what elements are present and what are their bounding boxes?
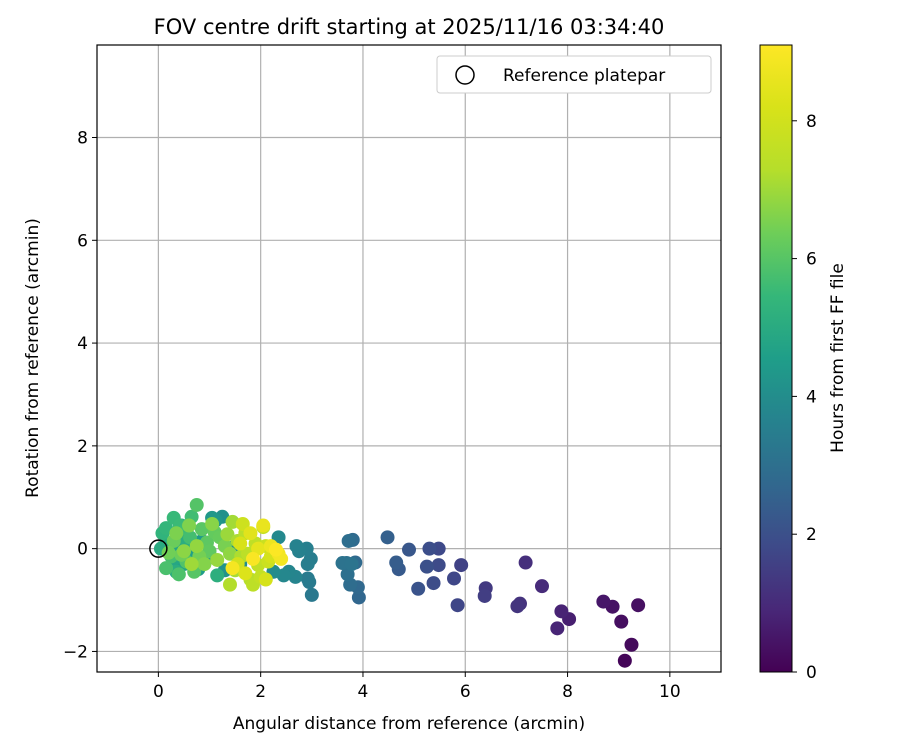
data-point: [554, 604, 569, 619]
data-point: [534, 579, 549, 594]
reference-platepar-marker: [149, 539, 168, 558]
data-point: [269, 542, 284, 557]
data-point: [222, 546, 237, 561]
x-tick-label: 4: [358, 682, 369, 702]
data-point: [289, 539, 304, 554]
data-point: [235, 516, 250, 531]
data-point: [631, 598, 646, 613]
colorbar-tick-label: 4: [806, 387, 817, 407]
y-tick-label: 0: [77, 540, 88, 560]
colorbar-tick-label: 0: [806, 663, 817, 683]
data-point: [161, 545, 176, 560]
data-point: [184, 557, 199, 572]
data-point: [304, 587, 319, 602]
legend: Reference platepar: [436, 55, 712, 94]
data-point: [159, 561, 174, 576]
colorbar-tick-label: 8: [806, 112, 817, 132]
data-point: [169, 526, 184, 541]
data-point: [256, 518, 271, 533]
x-tick-label: 2: [255, 682, 266, 702]
data-point: [550, 621, 565, 636]
colorbar: 0 2 4 6 8 Hours from first FF file: [759, 44, 848, 683]
x-tick-label: 10: [659, 682, 681, 702]
colorbar-ticks: 0 2 4 6 8: [792, 112, 817, 683]
data-point: [614, 614, 629, 629]
data-point: [341, 533, 356, 548]
x-axis-label: Angular distance from reference (arcmin): [233, 714, 585, 734]
data-point: [210, 568, 225, 583]
data-point: [205, 516, 220, 531]
data-point: [225, 561, 240, 576]
y-tick-label: 8: [77, 129, 88, 149]
colorbar-tick-label: 6: [806, 250, 817, 270]
x-tick-label: 6: [460, 682, 471, 702]
data-point: [189, 497, 204, 512]
data-point: [222, 577, 237, 592]
colorbar-label: Hours from first FF file: [828, 263, 848, 453]
data-point: [233, 536, 248, 551]
legend-entry: Reference platepar: [503, 66, 665, 86]
data-point: [246, 551, 260, 566]
data-point: [258, 572, 273, 587]
data-point: [182, 518, 197, 533]
data-point: [510, 599, 525, 614]
data-point: [596, 594, 611, 609]
data-point: [351, 590, 366, 605]
data-point: [344, 557, 359, 572]
data-point: [238, 566, 253, 581]
data-point: [454, 558, 469, 573]
data-point: [411, 581, 426, 596]
y-tick-label: 4: [77, 334, 88, 354]
data-point: [380, 530, 395, 545]
chart-title: FOV centre drift starting at 2025/11/16 …: [154, 15, 665, 39]
data-point: [171, 567, 186, 582]
colorbar-tick-label: 2: [806, 525, 817, 545]
data-point: [431, 558, 446, 573]
data-point: [624, 637, 639, 652]
x-tick-label: 0: [153, 682, 164, 702]
data-point: [447, 571, 462, 586]
data-point: [243, 526, 258, 541]
data-point: [189, 539, 204, 554]
legend-box: [436, 55, 712, 94]
data-point: [426, 576, 441, 591]
data-point: [389, 555, 404, 570]
data-point: [402, 542, 416, 557]
colorbar-gradient: [759, 44, 793, 673]
data-point: [617, 653, 632, 668]
data-point: [220, 527, 235, 542]
data-point: [300, 571, 315, 586]
data-point: [450, 598, 465, 613]
data-point: [210, 552, 225, 567]
data-point: [419, 559, 434, 574]
y-tick-label: 6: [77, 231, 88, 251]
data-point: [197, 557, 212, 572]
data-point: [300, 557, 315, 572]
legend-marker: [455, 65, 475, 85]
x-axis-ticks: 0 2 4 6 8 10: [153, 672, 681, 702]
y-tick-label: 2: [77, 437, 88, 457]
data-point: [422, 541, 437, 556]
y-tick-label: −2: [63, 642, 88, 662]
data-point: [518, 555, 533, 570]
x-tick-label: 8: [562, 682, 573, 702]
data-point: [477, 588, 492, 603]
plot-frame: [96, 44, 722, 673]
plot-background: [97, 45, 721, 672]
y-axis-label: Rotation from reference (arcmin): [23, 218, 43, 498]
data-points: [153, 497, 646, 668]
y-axis-ticks: −2 0 2 4 6 8: [63, 129, 97, 662]
data-point: [176, 544, 191, 559]
grid: [97, 45, 721, 672]
